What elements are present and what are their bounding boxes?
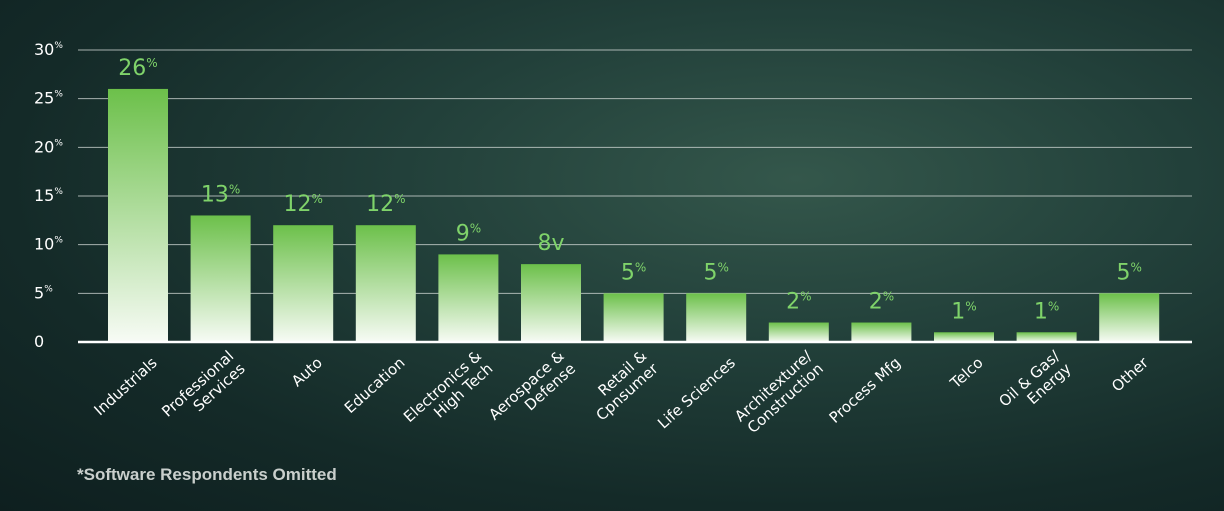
bar (438, 254, 499, 342)
x-tick-label: ProfessionalServices (158, 347, 249, 433)
x-tick-label: Retail &Cpnsumer (581, 346, 662, 424)
x-tick-label: Oil & Gas/Energy (995, 346, 1075, 423)
data-label: 5% (1116, 260, 1141, 285)
bar (521, 264, 581, 342)
x-tick-label: Auto (288, 354, 326, 391)
bar (1016, 332, 1077, 342)
data-label: 26% (118, 56, 157, 81)
data-label: 5% (703, 260, 728, 285)
bar (1099, 293, 1160, 342)
x-tick-label: Aerospace &Defense (485, 347, 579, 437)
x-tick-label: Education (341, 354, 409, 417)
data-label: 13% (201, 182, 240, 207)
bar (273, 225, 334, 342)
data-labels: 26% 13% 12% 12% 9% 8v 5% 5% 2% 2% 1% 1% 5% (118, 56, 1142, 324)
data-label: 1% (951, 299, 976, 324)
data-label: 5% (621, 260, 646, 285)
bar (190, 215, 251, 342)
data-label: 2% (869, 290, 894, 315)
data-label: 1% (1034, 299, 1059, 324)
footnote: *Software Respondents Omitted (77, 465, 337, 484)
x-tick-label: Architexture/Construction (731, 346, 827, 438)
x-tick-label: Process Mfg (826, 354, 904, 427)
y-tick-label: 20% (34, 137, 63, 156)
y-axis-ticks: 0 5% 10% 15% 20% 25% 30% (34, 40, 63, 351)
bars (108, 88, 1160, 342)
y-tick-label: 15% (34, 186, 63, 205)
x-tick-label: Electronics &High Tech (400, 347, 497, 439)
y-tick-label: 30% (34, 40, 63, 59)
bar (603, 293, 664, 342)
y-tick-label: 0 (34, 332, 44, 351)
bar (851, 322, 912, 342)
y-tick-label: 5% (34, 283, 53, 302)
bar (768, 322, 829, 342)
x-tick-label: Industrials (91, 353, 161, 419)
bar (108, 88, 168, 342)
data-label: 2% (786, 290, 811, 315)
y-tick-label: 25% (34, 89, 63, 108)
x-tick-label: Life Sciences (654, 353, 739, 432)
bar (355, 225, 416, 342)
data-label: 12% (283, 192, 322, 217)
bar (934, 332, 994, 342)
x-tick-label: Other (1108, 353, 1152, 395)
data-label: 8v (537, 231, 564, 256)
x-tick-label: Telco (946, 354, 987, 393)
bar (686, 293, 747, 342)
data-label: 9% (456, 221, 481, 246)
y-tick-label: 10% (34, 235, 63, 254)
gridlines (78, 49, 1192, 294)
data-label: 12% (366, 192, 405, 217)
